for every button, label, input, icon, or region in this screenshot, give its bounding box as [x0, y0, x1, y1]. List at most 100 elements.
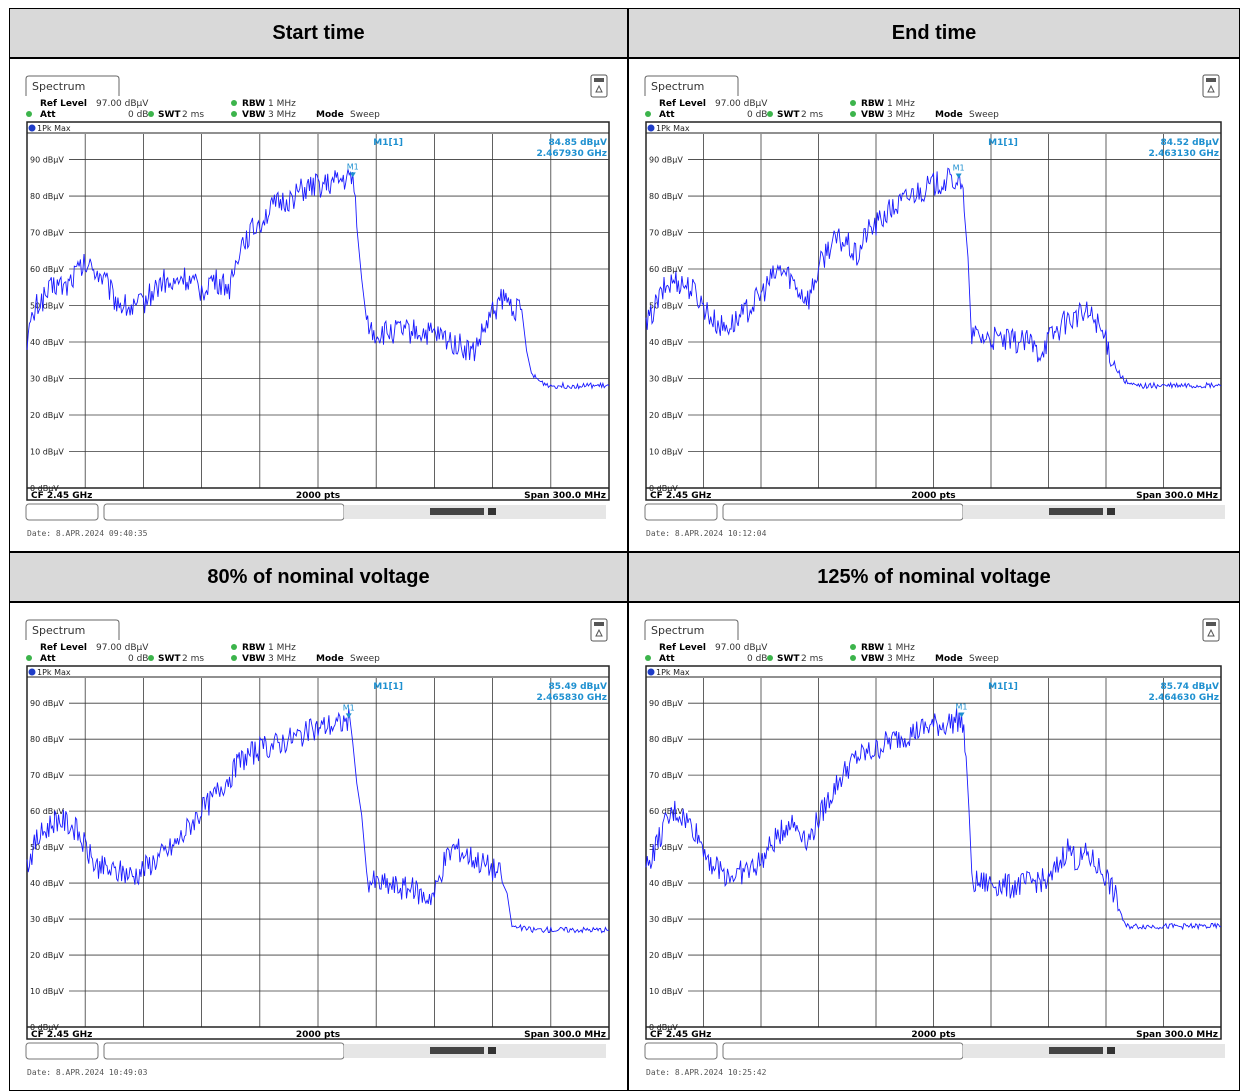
swt-status-dot — [148, 111, 154, 117]
vbw-value: 3 MHz — [887, 110, 915, 120]
y-tick-label: 60 dBµV — [649, 807, 683, 816]
spectrum-panel-125-percent: Spectrum Ref Level 97.00 dBµV RBW 1 MHz Att 0 … — [628, 602, 1240, 1091]
swt-status-dot — [767, 111, 773, 117]
y-tick-label: 20 dBµV — [30, 951, 64, 960]
status-field-1[interactable] — [25, 503, 99, 521]
swt-label: SWT — [777, 110, 800, 120]
marker-readout-level: 84.85 dBµV — [549, 138, 608, 148]
y-tick-label: 10 dBµV — [30, 448, 64, 457]
rbw-status-dot — [231, 644, 237, 650]
swt-label: SWT — [158, 110, 181, 120]
rbw-status-dot — [850, 644, 856, 650]
panel-header-125-percent: 125% of nominal voltage — [628, 552, 1240, 602]
swt-status-dot — [767, 655, 773, 661]
spectrum-tab-label: Spectrum — [32, 624, 85, 637]
swt-value: 2 ms — [182, 654, 204, 664]
trace-line — [645, 708, 1222, 931]
att-label: Att — [40, 654, 56, 664]
y-tick-label: 20 dBµV — [30, 411, 64, 420]
vbw-value: 3 MHz — [887, 654, 915, 664]
y-tick-label: 60 dBµV — [30, 265, 64, 274]
ref-level-label: Ref Level — [659, 643, 706, 653]
marker-readout-id: M1[1] — [373, 682, 403, 692]
y-tick-label: 40 dBµV — [649, 338, 683, 347]
y-tick-label: 30 dBµV — [30, 375, 64, 384]
trace-line — [26, 708, 610, 934]
span-label: Span 300.0 MHz — [524, 1030, 606, 1040]
center-frequency-label: CF 2.45 GHz — [650, 491, 711, 501]
panel-header-80-percent: 80% of nominal voltage — [9, 552, 628, 602]
spectrum-tab-label: Spectrum — [32, 80, 85, 93]
vbw-status-dot — [231, 655, 237, 661]
y-tick-label: 90 dBµV — [30, 156, 64, 165]
marker-m1-label: M1 — [343, 703, 355, 712]
status-field-1[interactable] — [644, 503, 718, 521]
status-block-icon — [488, 1047, 496, 1054]
marker-m1-label: M1 — [956, 703, 968, 712]
points-label: 2000 pts — [911, 491, 955, 501]
mode-value: Sweep — [969, 654, 999, 664]
status-field-2[interactable] — [722, 1042, 964, 1060]
device-icon-bar — [594, 78, 604, 82]
status-field-1[interactable] — [644, 1042, 718, 1060]
triangle-icon — [595, 84, 603, 93]
y-tick-label: 50 dBµV — [649, 302, 683, 311]
spectrum-tab[interactable] — [644, 75, 739, 96]
span-label: Span 300.0 MHz — [524, 491, 606, 501]
swt-value: 2 ms — [182, 110, 204, 120]
center-frequency-label: CF 2.45 GHz — [31, 1030, 92, 1040]
y-tick-label: 10 dBµV — [649, 987, 683, 996]
mode-label: Mode — [935, 654, 963, 664]
marker-readout-freq: 2.467930 GHz — [536, 149, 607, 159]
y-tick-label: 70 dBµV — [30, 229, 64, 238]
ref-level-value: 97.00 dBµV — [715, 643, 768, 653]
triangle-icon — [595, 628, 603, 637]
y-tick-label: 40 dBµV — [30, 338, 64, 347]
y-tick-label: 60 dBµV — [30, 807, 64, 816]
spectrum-tab[interactable] — [25, 619, 120, 640]
spectrum-screen: Spectrum Ref Level 97.00 dBµV RBW 1 MHz Att 0 … — [644, 74, 1225, 538]
mode-value: Sweep — [350, 110, 380, 120]
marker-readout-level: 84.52 dBµV — [1161, 138, 1220, 148]
status-block-icon — [1107, 508, 1115, 515]
marker-readout-id: M1[1] — [373, 138, 403, 148]
spectrum-panel-80-percent: Spectrum Ref Level 97.00 dBµV RBW 1 MHz Att 0 … — [9, 602, 628, 1091]
spectrum-screen: Spectrum Ref Level 97.00 dBµV RBW 1 MHz Att 0 … — [25, 74, 610, 538]
trace-line — [645, 167, 1222, 390]
points-label: 2000 pts — [296, 491, 340, 501]
marker-readout-id: M1[1] — [988, 682, 1018, 692]
status-field-2[interactable] — [103, 503, 345, 521]
swt-value: 2 ms — [801, 654, 823, 664]
mode-label: Mode — [316, 654, 344, 664]
trace-indicator-dot — [647, 124, 655, 132]
marker-m1-label: M1 — [953, 164, 965, 173]
spectrum-tab[interactable] — [25, 75, 120, 96]
marker-readout-freq: 2.463130 GHz — [1148, 149, 1219, 159]
y-tick-label: 30 dBµV — [30, 915, 64, 924]
rbw-value: 1 MHz — [887, 99, 915, 109]
spectrum-tab[interactable] — [644, 619, 739, 640]
att-label: Att — [40, 110, 56, 120]
status-field-1[interactable] — [25, 1042, 99, 1060]
status-field-2[interactable] — [722, 503, 964, 521]
spectrum-screen: Spectrum Ref Level 97.00 dBµV RBW 1 MHz Att 0 … — [644, 618, 1225, 1077]
span-label: Span 300.0 MHz — [1136, 1030, 1218, 1040]
marker-readout-freq: 2.464630 GHz — [1148, 693, 1219, 703]
marker-m1 — [958, 712, 965, 718]
vbw-label: VBW — [242, 654, 265, 664]
marker-m1 — [955, 173, 962, 179]
progress-bar-icon — [430, 1047, 484, 1054]
y-tick-label: 70 dBµV — [649, 771, 683, 780]
rbw-value: 1 MHz — [887, 643, 915, 653]
rbw-label: RBW — [861, 99, 884, 109]
ref-level-value: 97.00 dBµV — [96, 99, 149, 109]
att-value: 0 dB — [747, 110, 767, 120]
att-status-dot — [645, 111, 651, 117]
swt-label: SWT — [777, 654, 800, 664]
status-field-2[interactable] — [103, 1042, 345, 1060]
center-frequency-label: CF 2.45 GHz — [31, 491, 92, 501]
center-frequency-label: CF 2.45 GHz — [650, 1030, 711, 1040]
att-status-dot — [26, 111, 32, 117]
y-tick-label: 80 dBµV — [649, 735, 683, 744]
spectrum-panel-start-time: Spectrum Ref Level 97.00 dBµV RBW 1 MHz Att 0 … — [9, 58, 628, 552]
